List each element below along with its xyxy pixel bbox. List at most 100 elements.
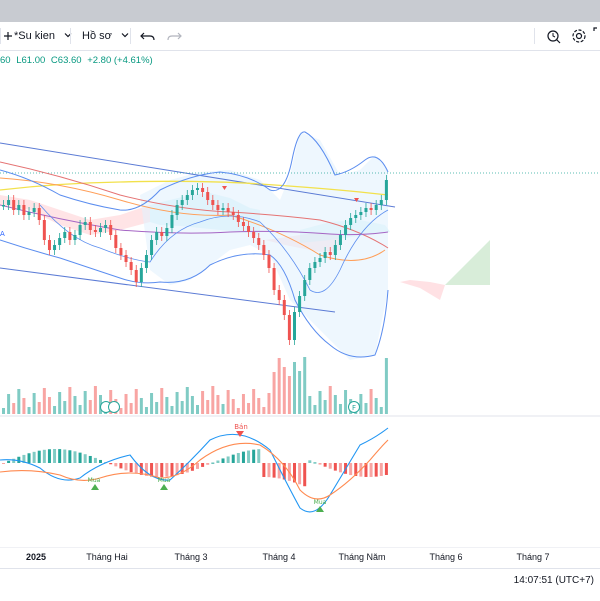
bollinger-mid xyxy=(39,204,389,293)
candle xyxy=(109,225,113,235)
candle xyxy=(247,226,251,232)
volume-bar xyxy=(2,408,5,414)
volume-bar xyxy=(139,398,143,414)
candle xyxy=(226,208,230,212)
macd-bar xyxy=(185,463,189,473)
chart-toolbar: *Su kien Hồ sơ xyxy=(0,22,600,51)
clock-readout[interactable]: 14:07:51 (UTC+7) xyxy=(513,575,594,586)
signal-marker: A xyxy=(0,230,5,238)
volume-bar xyxy=(216,395,220,414)
macd-bar xyxy=(37,450,41,463)
redo-icon[interactable] xyxy=(164,26,184,46)
time-axis-label: 2025 xyxy=(25,552,47,562)
candle xyxy=(313,262,317,268)
macd-bar xyxy=(93,457,97,463)
candle xyxy=(175,205,179,215)
macd-bar xyxy=(150,463,154,477)
macd-bar xyxy=(221,458,225,463)
candle xyxy=(83,222,87,225)
volume-bar xyxy=(369,389,373,414)
snapshot-icon[interactable] xyxy=(544,26,564,46)
candle xyxy=(180,200,184,205)
ichimoku-cloud-future-bull xyxy=(445,240,490,285)
macd-bar xyxy=(318,463,322,465)
macd-bar xyxy=(119,463,123,469)
events-label: *Su kien xyxy=(14,30,55,42)
macd-bar xyxy=(175,463,179,476)
candle xyxy=(160,232,164,236)
candle xyxy=(155,232,159,240)
macd-bar xyxy=(349,463,353,476)
macd-bar xyxy=(282,463,286,480)
candle xyxy=(93,230,97,232)
macd-bar xyxy=(206,463,210,465)
candle xyxy=(139,268,143,282)
channel-upper-line xyxy=(0,142,396,208)
fullscreen-icon[interactable] xyxy=(592,26,600,46)
event-badge[interactable] xyxy=(108,401,120,413)
financial-event-badge[interactable] xyxy=(348,401,360,413)
candle xyxy=(359,212,363,215)
volume-bar xyxy=(267,393,271,414)
candle xyxy=(282,300,286,315)
candle xyxy=(298,296,302,312)
settings-icon[interactable] xyxy=(569,26,589,46)
macd-bar xyxy=(68,450,72,463)
macd-bar xyxy=(308,460,312,463)
macd-bar xyxy=(369,463,373,477)
time-axis[interactable]: 2025 Tháng Hai Tháng 3 Tháng 4 Tháng Năm… xyxy=(0,548,600,568)
price-chart[interactable]: A F Bán Mua Mua Mua xyxy=(0,60,600,548)
volume-bar xyxy=(88,400,92,414)
volume-bar xyxy=(364,403,368,414)
candle xyxy=(323,252,327,258)
volume-bar xyxy=(170,406,174,414)
volume-bar xyxy=(262,407,266,414)
volume-bar xyxy=(12,403,16,414)
volume-bar xyxy=(32,393,36,414)
events-menu-button[interactable]: *Su kien xyxy=(14,22,72,50)
macd-bar xyxy=(247,450,251,463)
ohlc-legend: 60 L61.00 C63.60 +2.80 (+4.61%) xyxy=(0,55,156,66)
macd-bar xyxy=(354,463,358,477)
candle xyxy=(150,240,154,255)
candlestick-series xyxy=(2,175,388,345)
macd-bar xyxy=(267,463,271,478)
candle xyxy=(58,238,62,245)
candle xyxy=(190,190,194,195)
macd-bar xyxy=(323,463,327,467)
macd-bar xyxy=(27,453,31,463)
buy-signal-label: Mua xyxy=(88,477,101,484)
candle xyxy=(338,235,342,245)
macd-bar xyxy=(190,463,194,471)
volume-bar xyxy=(129,403,133,414)
macd-bar xyxy=(379,463,383,476)
window-top-strip xyxy=(0,0,600,22)
ichimoku-cloud-future-bear xyxy=(400,280,445,300)
macd-bar xyxy=(58,449,62,463)
candle xyxy=(364,208,368,212)
undo-icon[interactable] xyxy=(138,26,158,46)
candle xyxy=(344,225,348,235)
volume-bar xyxy=(303,357,307,414)
volume-bar xyxy=(344,390,348,414)
macd-bar xyxy=(73,451,77,463)
profile-menu-button[interactable]: Hồ sơ xyxy=(82,22,129,50)
candle xyxy=(27,212,31,215)
volume-bar xyxy=(318,391,322,414)
macd-bar xyxy=(2,463,5,464)
volume-bar xyxy=(165,397,169,414)
plus-icon[interactable] xyxy=(4,22,14,50)
ohlc-change: +2.80 (+4.61%) xyxy=(87,55,153,66)
buy-signal-marker xyxy=(160,484,168,490)
macd-bar xyxy=(303,463,307,487)
volume-bar xyxy=(211,386,215,414)
candle xyxy=(53,245,57,250)
sell-signal-label: Bán xyxy=(234,423,248,431)
candle xyxy=(47,240,51,250)
volume-bar xyxy=(73,396,77,414)
volume-bar xyxy=(236,408,240,414)
volume-bar xyxy=(282,367,286,414)
macd-bar xyxy=(42,449,46,463)
volume-bar xyxy=(272,372,276,414)
bollinger-lower xyxy=(0,239,389,358)
